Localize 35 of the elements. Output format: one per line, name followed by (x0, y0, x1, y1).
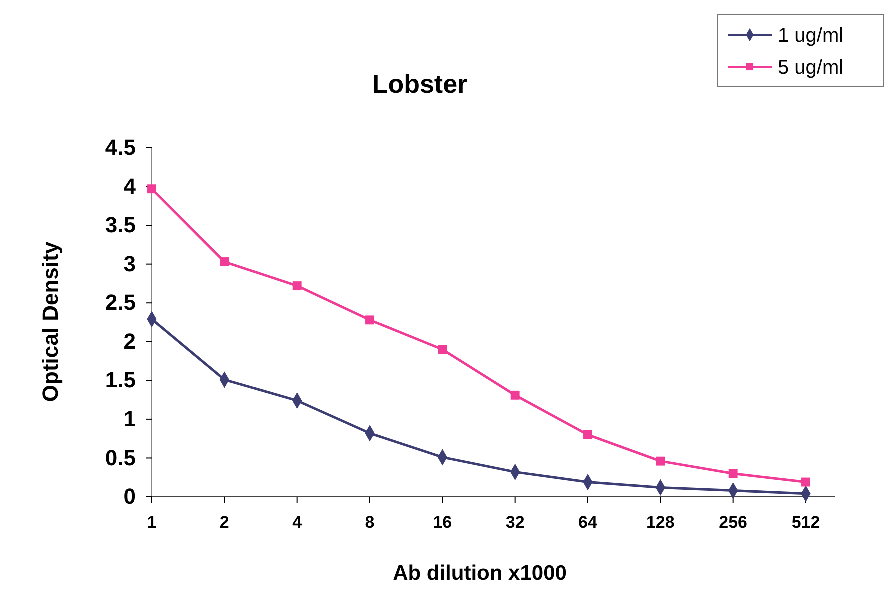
x-tick-label: 16 (433, 513, 452, 532)
point (366, 316, 374, 325)
x-tick-label: 64 (578, 513, 598, 532)
y-tick-label: 4 (124, 174, 137, 199)
x-axis-title: Ab dilution x1000 (393, 562, 567, 585)
y-tick-label: 0 (124, 484, 136, 510)
x-tick-label: 512 (792, 513, 820, 532)
x-tick-label: 8 (365, 513, 375, 532)
x-tick-label: 256 (719, 513, 748, 532)
y-tick-label: 3 (124, 251, 136, 276)
x-tick-label: 32 (506, 513, 525, 532)
x-tick-label: 1 (147, 513, 157, 532)
point (438, 345, 448, 354)
legend-label: 5 ug/ml (778, 57, 844, 79)
x-tick-label: 2 (220, 513, 230, 532)
chart-title: Lobster (372, 69, 468, 99)
point (148, 184, 156, 194)
x-tick-label: 4 (292, 513, 303, 532)
y-tick-label: 2 (124, 328, 136, 354)
y-tick-label: 3.5 (105, 212, 136, 238)
point (292, 282, 302, 291)
x-tick-label: 128 (646, 513, 675, 532)
point (802, 478, 810, 487)
point (510, 390, 520, 400)
y-tick-label: 1.5 (105, 368, 136, 393)
y-axis-title: Optical Density (38, 241, 63, 402)
legend-label: 1 ug/ml (778, 25, 844, 47)
y-tick-label: 0.5 (105, 445, 136, 470)
point (220, 258, 230, 266)
y-tick-label: 2.5 (105, 290, 136, 316)
y-tick-label: 1 (124, 406, 136, 432)
y-tick-label: 4.5 (105, 135, 136, 160)
point (728, 469, 738, 478)
point (656, 456, 666, 466)
point (584, 430, 592, 440)
